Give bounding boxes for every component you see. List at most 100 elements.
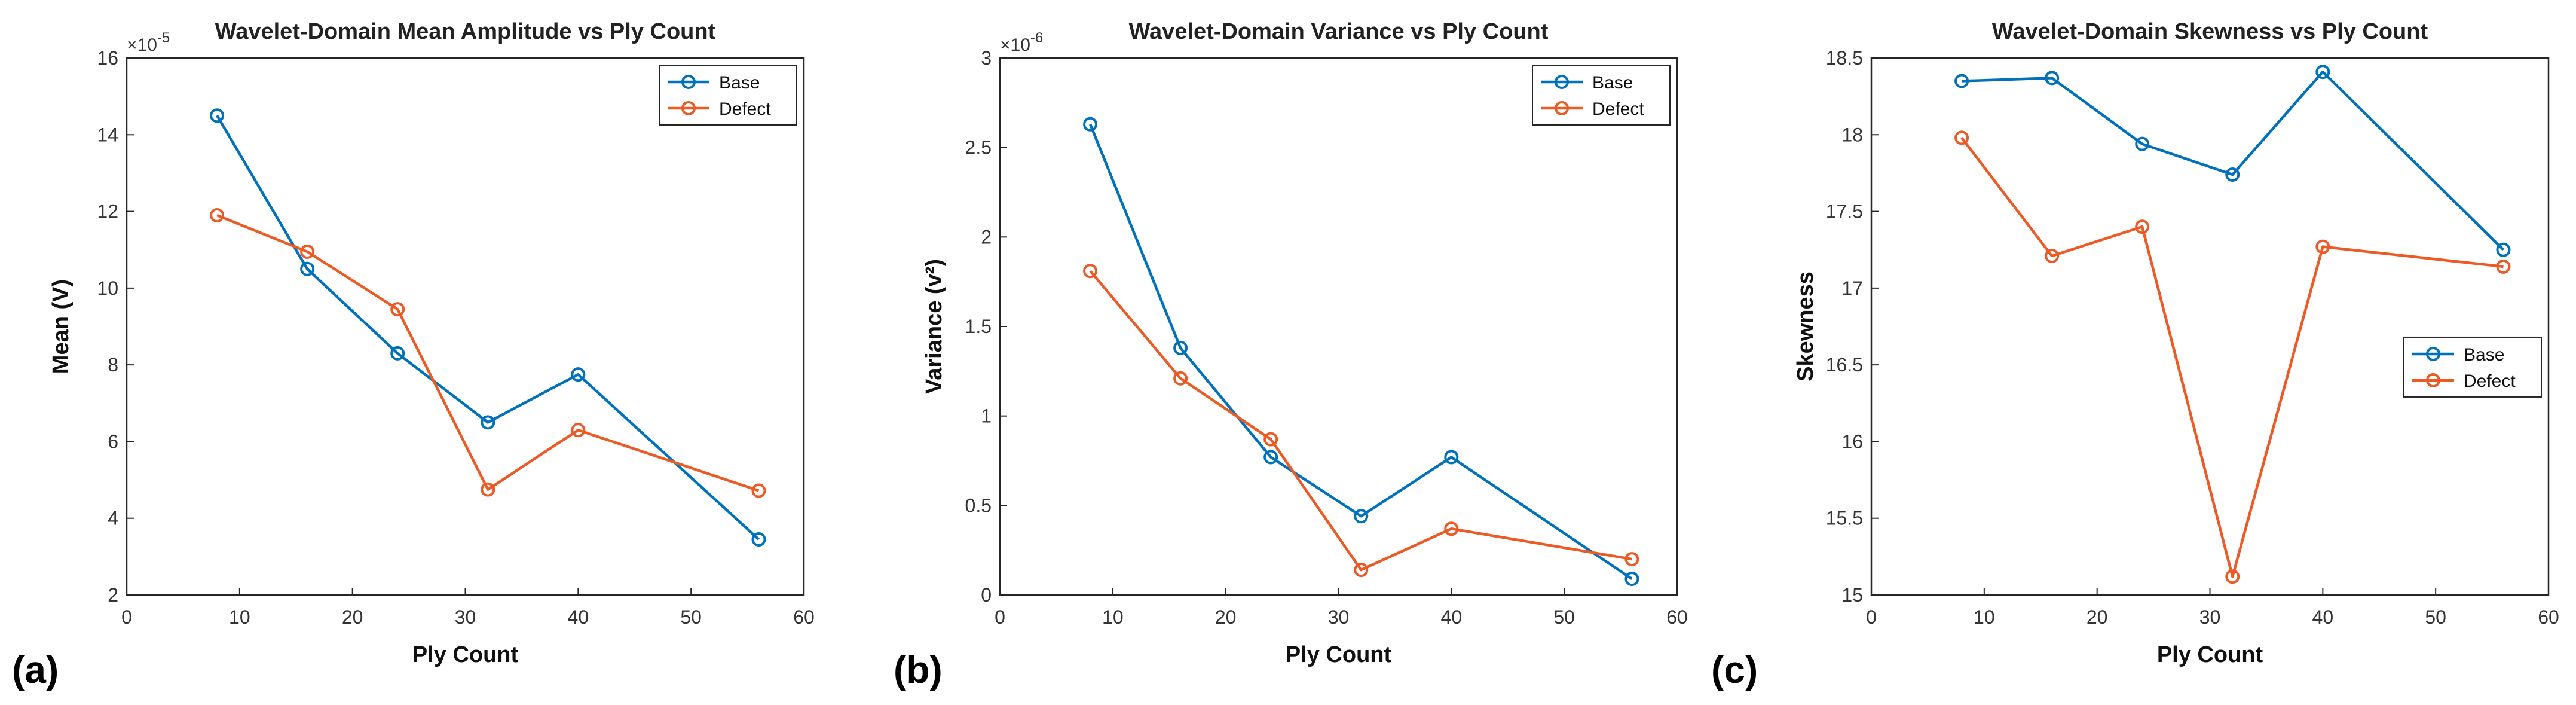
data-point-base [2496, 242, 2511, 257]
legend-frame [1532, 65, 1671, 126]
legend-swatch-marker [1555, 75, 1569, 89]
data-point-base [1954, 74, 1969, 88]
y-tick-label: 16 [97, 47, 118, 69]
y-tick-label: 3 [981, 47, 992, 69]
y-tick-label: 4 [108, 508, 118, 529]
y-axis-label: Variance (v²) [922, 259, 947, 394]
legend-entry-base: Base [2464, 345, 2504, 365]
data-point-defect [2225, 569, 2240, 584]
data-point-defect [481, 482, 495, 497]
legend-entry-base: Base [719, 73, 760, 93]
x-tick-label: 10 [1102, 606, 1124, 628]
data-point-defect [300, 244, 315, 259]
axis-exponent: ×10-6 [1000, 30, 1043, 55]
data-point-base [1444, 450, 1459, 465]
x-tick-label: 60 [1666, 606, 1688, 628]
y-tick-label: 14 [97, 124, 118, 145]
y-tick-label: 6 [108, 431, 118, 452]
data-point-base [1083, 117, 1098, 132]
data-point-base [1173, 340, 1188, 355]
series-line-base [1962, 70, 2505, 251]
x-axis-label: Ply Count [2157, 642, 2263, 667]
legend-entry-base: Base [1592, 73, 1633, 93]
y-tick-label: 18 [1841, 124, 1863, 145]
x-tick-label: 50 [1553, 606, 1575, 628]
data-point-defect [1354, 563, 1369, 578]
panel-label: (a) [12, 648, 59, 691]
x-axis-label: Ply Count [1286, 642, 1392, 667]
chart-title: Wavelet-Domain Skewness vs Ply Count [1992, 19, 2428, 44]
y-tick-label: 16 [1841, 431, 1863, 452]
y-tick-label: 2.5 [965, 137, 992, 158]
legend-swatch-marker [2426, 346, 2440, 361]
data-point-base [751, 532, 766, 547]
legend-swatch-marker [681, 101, 696, 115]
chart-panel-3: 0 10 20 30 40 50 60 15 15.5 16 16.5 17 17.5 18 18.5 Wav… [1711, 19, 2559, 691]
data-point-defect [1263, 432, 1278, 447]
data-point-defect [571, 423, 586, 438]
chart-panel-1: 0 10 20 30 40 50 60 2 4 6 8 10 12 14 16 ×10-5 Wavelet-Do… [12, 19, 815, 691]
series-line-defect [216, 213, 760, 492]
x-tick-label: 60 [793, 606, 815, 628]
chart-legend: Base Defect [659, 65, 797, 126]
plot-frame [126, 57, 805, 596]
data-point-base [2135, 136, 2150, 151]
x-tick-label: 20 [1215, 606, 1237, 628]
chart-legend: Base Defect [2403, 336, 2542, 398]
y-axis-label: Mean (V) [48, 279, 74, 374]
data-point-base [2225, 167, 2240, 182]
y-tick-label: 2 [108, 584, 118, 606]
data-point-base [571, 367, 586, 382]
data-point-defect [751, 483, 766, 498]
y-tick-label: 10 [97, 277, 118, 299]
x-tick-label: 10 [1974, 606, 1995, 628]
y-tick-label: 17 [1841, 277, 1863, 299]
y-tick-label: 15 [1841, 584, 1863, 606]
x-tick-label: 20 [342, 606, 363, 628]
data-point-base [210, 108, 225, 123]
axis-exponent: ×10-5 [127, 30, 170, 55]
data-point-defect [1624, 552, 1639, 567]
data-point-defect [1444, 521, 1459, 536]
x-tick-label: 30 [455, 606, 476, 628]
data-point-defect [1173, 371, 1188, 386]
data-point-base [1624, 572, 1639, 587]
data-point-defect [2045, 248, 2060, 263]
legend-swatch-marker [2426, 373, 2440, 387]
y-tick-label: 1 [981, 405, 992, 427]
chart-title: Wavelet-Domain Mean Amplitude vs Ply Cou… [215, 19, 716, 44]
data-point-defect [2315, 239, 2330, 254]
data-point-defect [210, 207, 225, 222]
legend-entry-defect: Defect [2464, 371, 2516, 391]
data-point-defect [390, 302, 405, 317]
x-tick-label: 0 [121, 606, 132, 628]
plot-frame [1870, 57, 2550, 596]
data-point-base [1263, 450, 1278, 465]
x-tick-label: 40 [2312, 606, 2334, 628]
data-point-defect [1083, 264, 1098, 279]
x-tick-label: 40 [1441, 606, 1463, 628]
x-tick-label: 60 [2538, 606, 2559, 628]
x-tick-label: 30 [2199, 606, 2221, 628]
y-tick-label: 1.5 [965, 316, 992, 337]
plot-frame [999, 57, 1678, 596]
series-line-base [216, 115, 760, 541]
legend-frame [659, 65, 797, 126]
data-point-defect [2135, 219, 2150, 234]
x-tick-label: 40 [568, 606, 589, 628]
data-point-defect [1954, 130, 1969, 145]
x-tick-label: 20 [2087, 606, 2108, 628]
y-tick-label: 0.5 [965, 495, 992, 516]
y-tick-label: 0 [981, 584, 992, 606]
y-axis-label: Skewness [1793, 271, 1818, 382]
x-axis-label: Ply Count [412, 642, 519, 667]
data-point-base [2045, 71, 2060, 86]
y-tick-label: 15.5 [1826, 508, 1863, 529]
y-tick-label: 12 [97, 201, 118, 222]
data-point-defect [2496, 259, 2511, 274]
data-point-base [1354, 509, 1369, 524]
series-line-defect [1089, 270, 1632, 572]
y-tick-label: 17.5 [1826, 201, 1863, 222]
data-point-base [390, 346, 405, 361]
